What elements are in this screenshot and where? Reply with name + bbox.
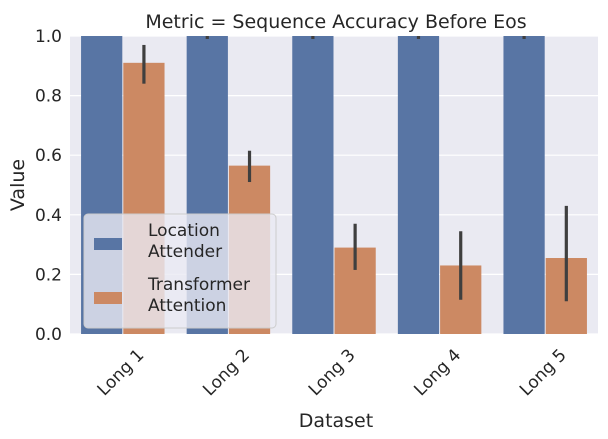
legend: Location Attender Transformer Attention	[83, 213, 277, 329]
y-tick-label: 0.8	[35, 87, 62, 107]
y-tick-label: 1.0	[35, 27, 62, 47]
x-tick-label: Long 2	[199, 345, 254, 400]
error-bars	[142, 36, 568, 302]
bar	[503, 36, 545, 334]
x-axis-label: Dataset	[299, 410, 373, 432]
y-tick-label: 0.0	[35, 325, 62, 345]
x-tick-label: Long 3	[305, 345, 360, 400]
bar	[397, 36, 440, 334]
bar	[292, 36, 334, 334]
y-axis-label: Value	[7, 159, 29, 211]
y-tick-label: 0.6	[35, 146, 62, 166]
legend-label: Location Attender	[148, 221, 222, 262]
x-tick-label: Long 4	[410, 345, 465, 400]
y-tick-label: 0.2	[35, 265, 62, 285]
legend-swatch	[94, 292, 122, 304]
y-tick-label: 0.4	[35, 206, 62, 226]
chart-title: Metric = Sequence Accuracy Before Eos	[145, 11, 526, 33]
x-tick-label: Long 1	[94, 345, 149, 400]
legend-box	[83, 213, 277, 329]
legend-swatch	[94, 238, 122, 250]
x-tick-labels: Long 1 Long 2 Long 3 Long 4 Long 5	[94, 345, 571, 400]
y-tick-labels: 0.0 0.2 0.4 0.6 0.8 1.0	[35, 27, 62, 345]
legend-label: Transformer Attention	[147, 275, 250, 316]
x-tick-label: Long 5	[516, 345, 571, 400]
